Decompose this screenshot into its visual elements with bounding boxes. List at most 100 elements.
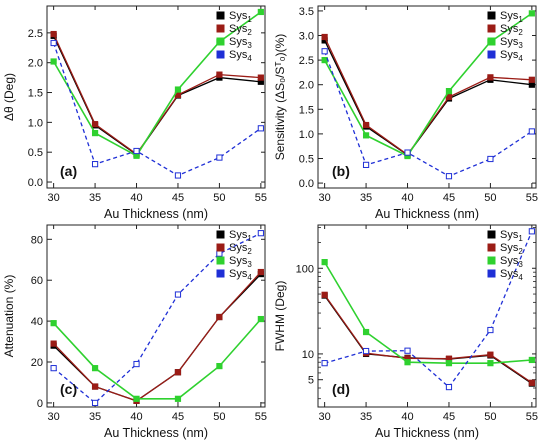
- y-tick-label: 0: [37, 398, 43, 410]
- x-axis-label: Au Thickness (nm): [104, 426, 208, 440]
- x-tick-label: 50: [484, 411, 496, 423]
- y-axis-label: Attenuation (%): [2, 275, 16, 358]
- data-point-sys2: [257, 74, 264, 81]
- legend-label-2: Sys3: [229, 255, 252, 269]
- legend-label-2: Sys3: [500, 255, 523, 269]
- x-tick-label: 30: [319, 411, 331, 423]
- x-tick-label: 55: [255, 192, 267, 204]
- data-point-sys4: [216, 250, 223, 257]
- legend-text: Sys: [500, 229, 519, 241]
- legend-label-2: Sys3: [229, 36, 252, 50]
- x-tick-label: 30: [319, 192, 331, 204]
- legend-subscript: 3: [247, 41, 252, 50]
- data-point-sys4: [174, 172, 182, 179]
- y-tick-label: 2.5: [28, 28, 43, 40]
- data-point-sys4: [362, 161, 370, 168]
- legend-swatch-1: [216, 24, 225, 33]
- legend-text: Sys: [500, 268, 519, 280]
- data-point-sys4: [257, 230, 264, 237]
- legend-swatch-3: [487, 50, 496, 59]
- legend-text: Sys: [229, 23, 248, 35]
- data-point-sys2: [257, 268, 264, 276]
- legend-swatch-1: [487, 24, 496, 33]
- panel-tag: (c): [60, 381, 77, 397]
- data-point-sys3: [216, 363, 223, 370]
- legend-label-3: Sys4: [229, 268, 252, 282]
- data-point-sys4: [50, 39, 57, 47]
- legend-label-2: Sys3: [500, 36, 523, 50]
- y-axis-label: Δθ (Deg): [2, 73, 16, 121]
- legend-text: Sys: [229, 49, 248, 61]
- series-line-sys3: [323, 261, 532, 364]
- data-point-sys3: [91, 365, 99, 372]
- panel-a: 30 35 40 45 50 55 0.0 0.5 1.0 1.5 2.0 2.5 Au Thickne…: [2, 5, 267, 221]
- legend-label-0: Sys1: [500, 10, 523, 24]
- legend-text: Sys: [229, 10, 248, 22]
- data-point-sys4: [216, 154, 223, 161]
- data-point-sys3: [50, 58, 57, 65]
- data-point-sys4: [321, 48, 328, 55]
- legend-subscript: 2: [518, 247, 523, 256]
- series-line-sys2: [53, 271, 262, 402]
- x-axis-label: Au Thickness (nm): [104, 207, 208, 221]
- y-axis-label: Sensitivity (ΔS₀/Sᵀ₀)(%): [273, 34, 287, 161]
- data-point-sys4: [528, 128, 535, 135]
- x-tick-label: 40: [130, 192, 142, 204]
- y-tick-label: 1.0: [299, 129, 314, 141]
- panel-tag: (d): [332, 381, 350, 397]
- legend-text: Sys: [229, 229, 248, 241]
- x-tick-label: 55: [255, 411, 267, 423]
- x-tick-label: 55: [526, 411, 538, 423]
- series-line-sys4: [324, 231, 533, 389]
- data-point-sys2: [487, 351, 494, 358]
- x-tick-label: 40: [401, 192, 413, 204]
- data-point-sys4: [404, 347, 411, 354]
- legend-swatch-0: [216, 11, 225, 20]
- data-point-sys3: [321, 259, 328, 266]
- y-tick-label: 2.5: [299, 55, 314, 67]
- data-point-sys2: [487, 74, 494, 81]
- data-point-sys3: [257, 8, 264, 16]
- legend-subscript: 1: [247, 15, 252, 24]
- legend-subscript: 4: [518, 54, 523, 63]
- data-point-sys4: [91, 161, 99, 168]
- data-point-sys2: [216, 71, 223, 78]
- x-tick-label: 45: [443, 411, 455, 423]
- legend-label-1: Sys2: [229, 23, 252, 37]
- legend-swatch-0: [216, 230, 225, 239]
- data-point-sys3: [321, 57, 328, 64]
- y-tick-label: 3.5: [299, 6, 314, 18]
- data-point-sys4: [321, 360, 328, 367]
- series-line-sys1: [53, 273, 262, 402]
- plot-frame: [46, 5, 266, 189]
- data-point-sys2: [321, 291, 328, 298]
- legend-swatch-0: [487, 11, 496, 20]
- data-point-sys3: [404, 359, 411, 366]
- data-point-sys2: [528, 76, 535, 83]
- x-tick-label: 50: [484, 192, 496, 204]
- legend-swatch-2: [216, 37, 225, 46]
- data-point-sys3: [362, 328, 370, 336]
- data-point-sys2: [445, 93, 453, 101]
- x-tick-label: 45: [443, 192, 455, 204]
- panel-b: 30 35 40 45 50 55 0.0 0.5 1.0 1.5 2.0 2.5 3.0 3.5 Au T…: [273, 5, 538, 221]
- legend-subscript: 2: [247, 247, 252, 256]
- data-point-sys4: [133, 360, 140, 368]
- data-point-sys2: [362, 121, 370, 129]
- y-tick-label: 60: [31, 275, 43, 287]
- legend-subscript: 2: [518, 28, 523, 37]
- y-tick-label: 10: [302, 349, 314, 361]
- legend-label-0: Sys1: [229, 229, 252, 243]
- y-tick-label: 3.0: [299, 31, 314, 43]
- data-point-sys2: [50, 340, 57, 347]
- y-axis-label: FWHM (Deg): [273, 281, 287, 352]
- data-point-sys2: [91, 383, 99, 390]
- data-point-sys4: [257, 125, 264, 132]
- data-point-sys4: [174, 291, 182, 298]
- data-point-sys4: [487, 326, 494, 334]
- y-tick-label: 1.5: [299, 104, 314, 116]
- y-tick-label: 2.0: [28, 58, 43, 70]
